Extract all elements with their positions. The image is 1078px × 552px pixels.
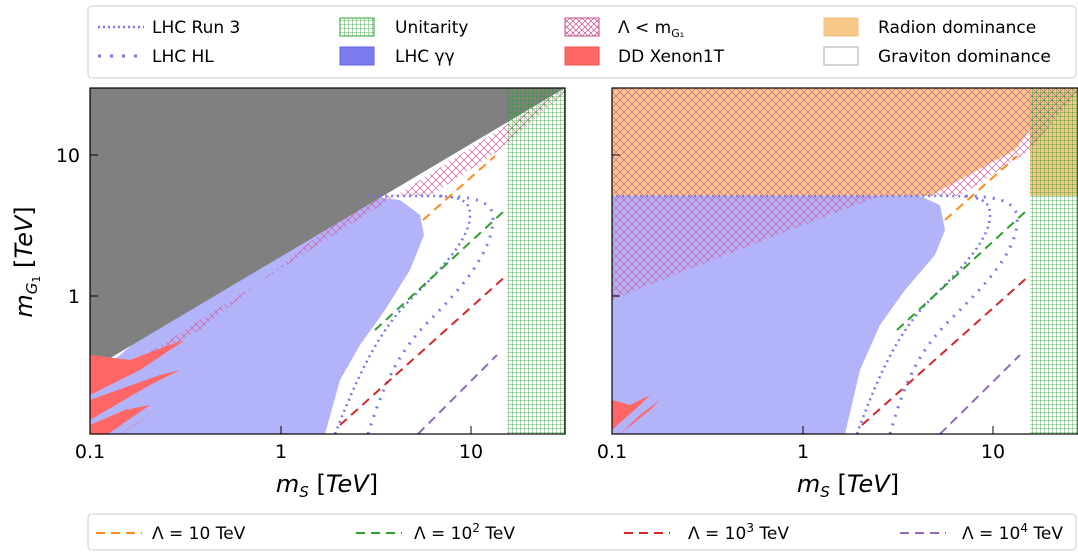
legend-label-lambda-lt-mg: Λ < mG₁ [618, 18, 684, 40]
left-axes-frame [89, 87, 566, 435]
legend-swatch-graviton [823, 46, 859, 66]
left-ytick-10: 10 [56, 145, 80, 167]
left-lambda10-line [422, 155, 496, 221]
legend-label-lambda1e2: Λ = 102 TeV [414, 521, 515, 544]
left-lambda1e3-line [339, 274, 508, 426]
right-axes-frame [611, 87, 1078, 435]
legend-swatch-radion [823, 17, 859, 37]
right-xtick-1: 1 [797, 441, 809, 463]
right-dd-xenon-region [612, 395, 660, 434]
left-lhc-gg-region [90, 196, 424, 434]
legend-item-dd-xenon: DD Xenon1T [564, 46, 725, 67]
left-lhc-hl-line [366, 194, 495, 434]
right-lambda10-line [944, 155, 1018, 221]
legend-label-dd-xenon: DD Xenon1T [618, 47, 725, 67]
legend-item-lambda1e2: Λ = 102 TeV [356, 521, 515, 544]
right-lambda-lt-mg-region [612, 88, 1078, 300]
left-excluded-region [90, 88, 565, 370]
legend-label-lhc-gg: LHC γγ [395, 47, 455, 67]
legend-top: LHC Run 3 LHC HL Unitarity LHC γγ Λ < mG… [87, 5, 1077, 79]
legend-item-lambda-lt-mg: Λ < mG₁ [564, 17, 684, 40]
right-graviton-gap [930, 130, 1030, 196]
left-unitarity-region [507, 88, 565, 434]
panel-left: 0.1 1 10 1 10 mS [TeV] mG1 [TeV] [10, 87, 566, 501]
legend-label-graviton: Graviton dominance [878, 47, 1051, 67]
right-lhc-run3-line [612, 194, 992, 434]
legend-swatch-unitarity [339, 17, 375, 37]
left-xtick-1: 1 [275, 441, 287, 463]
panel-right: 0.1 1 10 mS [TeV] [597, 87, 1078, 501]
right-ticks [611, 154, 994, 434]
left-ylabel: mG1 [TeV] [10, 206, 43, 317]
legend-label-lhc-hl: LHC HL [152, 47, 214, 67]
left-ticks [89, 154, 472, 434]
legend-label-lhc-run3: LHC Run 3 [152, 18, 240, 38]
legend-item-graviton: Graviton dominance [823, 46, 1051, 67]
legend-item-radion: Radion dominance [823, 17, 1036, 38]
legend-swatch-lhc-gg [339, 46, 375, 66]
legend-swatch-lambda-lt-mg [564, 17, 600, 37]
legend-item-lhc-run3: LHC Run 3 [98, 18, 240, 38]
left-dd-xenon-region [90, 340, 185, 434]
left-xtick-10: 10 [459, 441, 483, 463]
right-lambda1e4-line [939, 354, 1021, 434]
right-xtick-0.1: 0.1 [597, 441, 627, 463]
legend-label-lambda10: Λ = 10 TeV [152, 524, 246, 544]
left-lhc-run3-line [333, 194, 472, 434]
legend-item-lambda1e3: Λ = 103 TeV [624, 521, 789, 544]
legend-bottom: Λ = 10 TeV Λ = 102 TeV Λ = 103 TeV Λ = 1… [87, 513, 1077, 551]
left-ytick-1: 1 [68, 286, 80, 308]
legend-label-radion: Radion dominance [878, 18, 1036, 38]
legend-item-lhc-hl: LHC HL [98, 47, 214, 67]
left-lambda-lt-mg-region [90, 88, 565, 390]
legend-label-unitarity: Unitarity [395, 18, 468, 38]
legend-label-lambda1e3: Λ = 103 TeV [688, 521, 789, 544]
legend-bottom-frame [87, 513, 1077, 551]
left-lambda1e4-line [417, 354, 498, 434]
legend-item-unitarity: Unitarity [339, 17, 468, 38]
legend-swatch-dd-xenon [564, 46, 600, 66]
right-unitarity-region [1030, 88, 1078, 434]
left-xtick-0.1: 0.1 [75, 441, 105, 463]
legend-top-frame [87, 5, 1077, 79]
legend-item-lhc-gg: LHC γγ [339, 46, 455, 67]
left-xlabel: mS [TeV] [276, 470, 378, 501]
legend-label-lambda-lt-mg-sub: G₁ [671, 27, 684, 40]
right-xtick-10: 10 [981, 441, 1005, 463]
right-xlabel: mS [TeV] [797, 470, 899, 501]
right-lambda1e3-line [861, 274, 1031, 426]
legend-label-lambda1e4: Λ = 104 TeV [962, 521, 1063, 544]
legend-item-lambda1e4: Λ = 104 TeV [900, 521, 1063, 544]
legend-item-lambda10: Λ = 10 TeV [96, 524, 246, 544]
